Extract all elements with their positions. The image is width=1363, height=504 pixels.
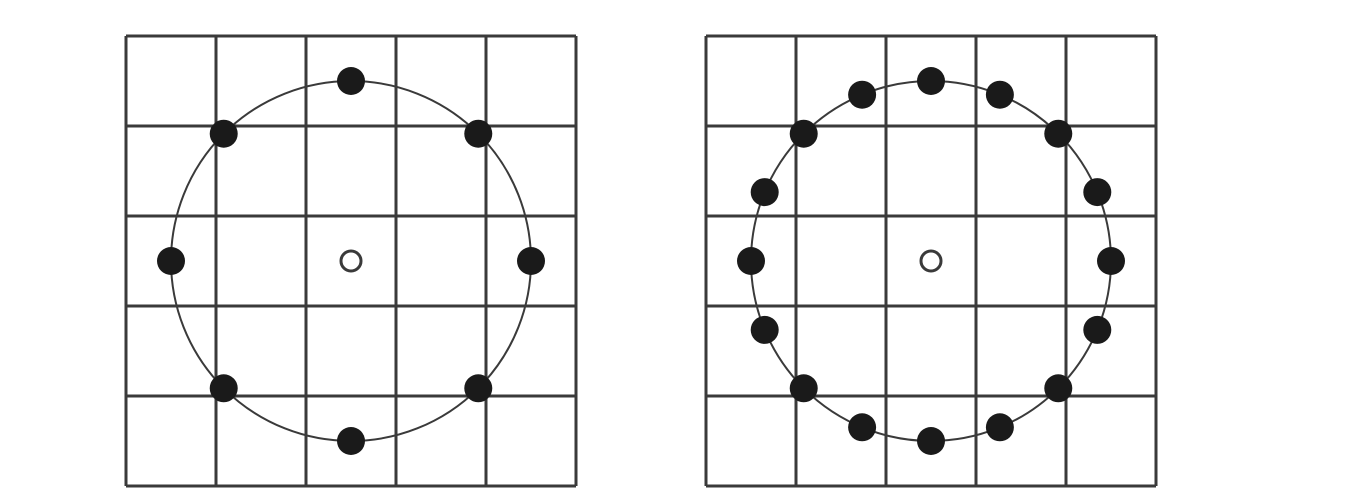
sample-point-icon <box>464 120 492 148</box>
sample-point-icon <box>1097 247 1125 275</box>
sample-point-icon <box>337 67 365 95</box>
sample-point-icon <box>986 81 1014 109</box>
sample-point-icon <box>917 67 945 95</box>
sample-point-icon <box>337 427 365 455</box>
sample-point-icon <box>210 120 238 148</box>
right-panel-svg <box>700 30 1162 492</box>
center-marker-icon <box>921 251 941 271</box>
sample-point-icon <box>464 374 492 402</box>
sample-point-icon <box>986 413 1014 441</box>
sample-point-icon <box>1083 316 1111 344</box>
right-panel <box>700 30 1162 492</box>
sample-point-icon <box>157 247 185 275</box>
sample-point-icon <box>517 247 545 275</box>
sample-point-icon <box>917 427 945 455</box>
left-panel-svg <box>120 30 582 492</box>
diagram-container <box>0 0 1363 504</box>
sample-point-icon <box>790 374 818 402</box>
sample-point-icon <box>848 81 876 109</box>
left-panel <box>120 30 582 492</box>
sample-point-icon <box>1083 178 1111 206</box>
sample-point-icon <box>1044 120 1072 148</box>
sample-point-icon <box>848 413 876 441</box>
sample-point-icon <box>751 316 779 344</box>
sample-point-icon <box>210 374 238 402</box>
sample-point-icon <box>751 178 779 206</box>
center-marker-icon <box>341 251 361 271</box>
sample-point-icon <box>1044 374 1072 402</box>
sample-point-icon <box>737 247 765 275</box>
sample-point-icon <box>790 120 818 148</box>
